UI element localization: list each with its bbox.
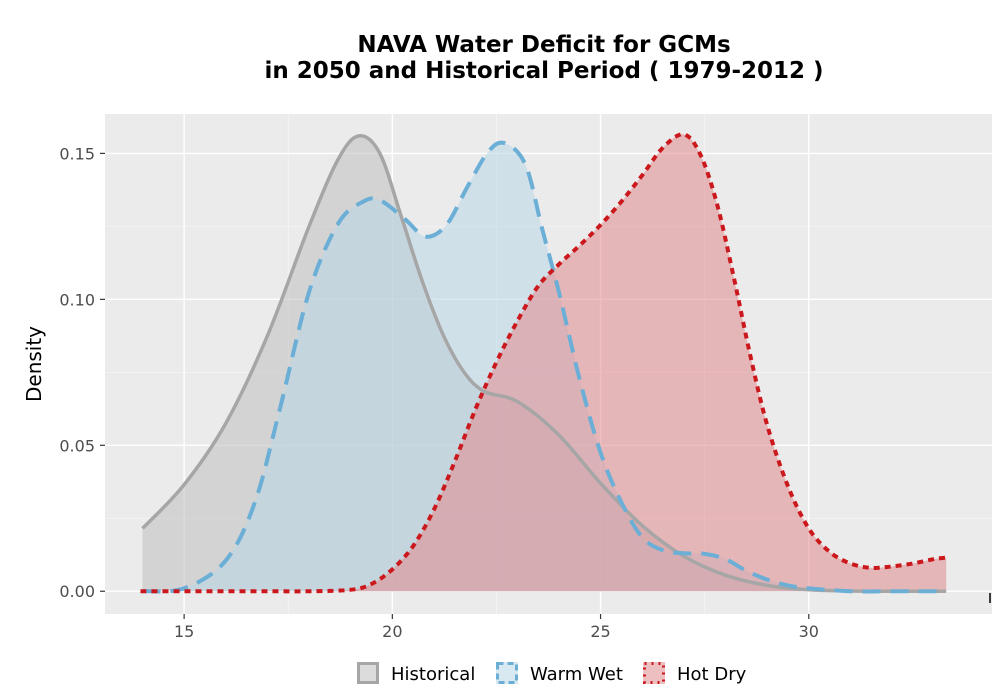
density-lines: [140, 132, 949, 594]
x-tick-label: 25: [590, 622, 610, 641]
x-tick-label: 15: [174, 622, 194, 641]
chart-title-line-1: NAVA Water Deficit for GCMs: [357, 32, 731, 58]
legend-key-border-historical: [357, 662, 379, 684]
y-axis-label: Density: [22, 326, 46, 402]
hot-dry-line: [140, 132, 949, 594]
x-axis: 15 20 25 30: [174, 614, 819, 641]
x-tick-label: 30: [799, 622, 819, 641]
legend-label-hot-dry: Hot Dry: [677, 664, 747, 685]
legend-key-border-hot-dry: [643, 662, 665, 684]
legend-label-historical: Historical: [391, 664, 475, 685]
y-axis: 0.00 0.05 0.10 0.15: [59, 144, 105, 601]
y-tick-label: 0.15: [59, 144, 95, 163]
legend: Historical Warm Wet Hot Dry: [357, 662, 747, 685]
legend-key-historical: [357, 662, 379, 684]
x-tick-label: 20: [382, 622, 402, 641]
y-tick-label: 0.00: [59, 582, 95, 601]
density-areas: [142, 134, 947, 592]
hot-dry-area: [142, 134, 947, 592]
historical-line: [141, 134, 947, 594]
legend-key-warm-wet: [496, 662, 518, 684]
chart-title-line-2: in 2050 and Historical Period ( 1979-201…: [264, 58, 824, 84]
legend-key-hot-dry: [643, 662, 665, 684]
warm-wet-line: [142, 140, 947, 594]
legend-label-warm-wet: Warm Wet: [530, 664, 623, 685]
y-tick-label: 0.10: [59, 290, 95, 309]
y-tick-label: 0.05: [59, 436, 95, 455]
